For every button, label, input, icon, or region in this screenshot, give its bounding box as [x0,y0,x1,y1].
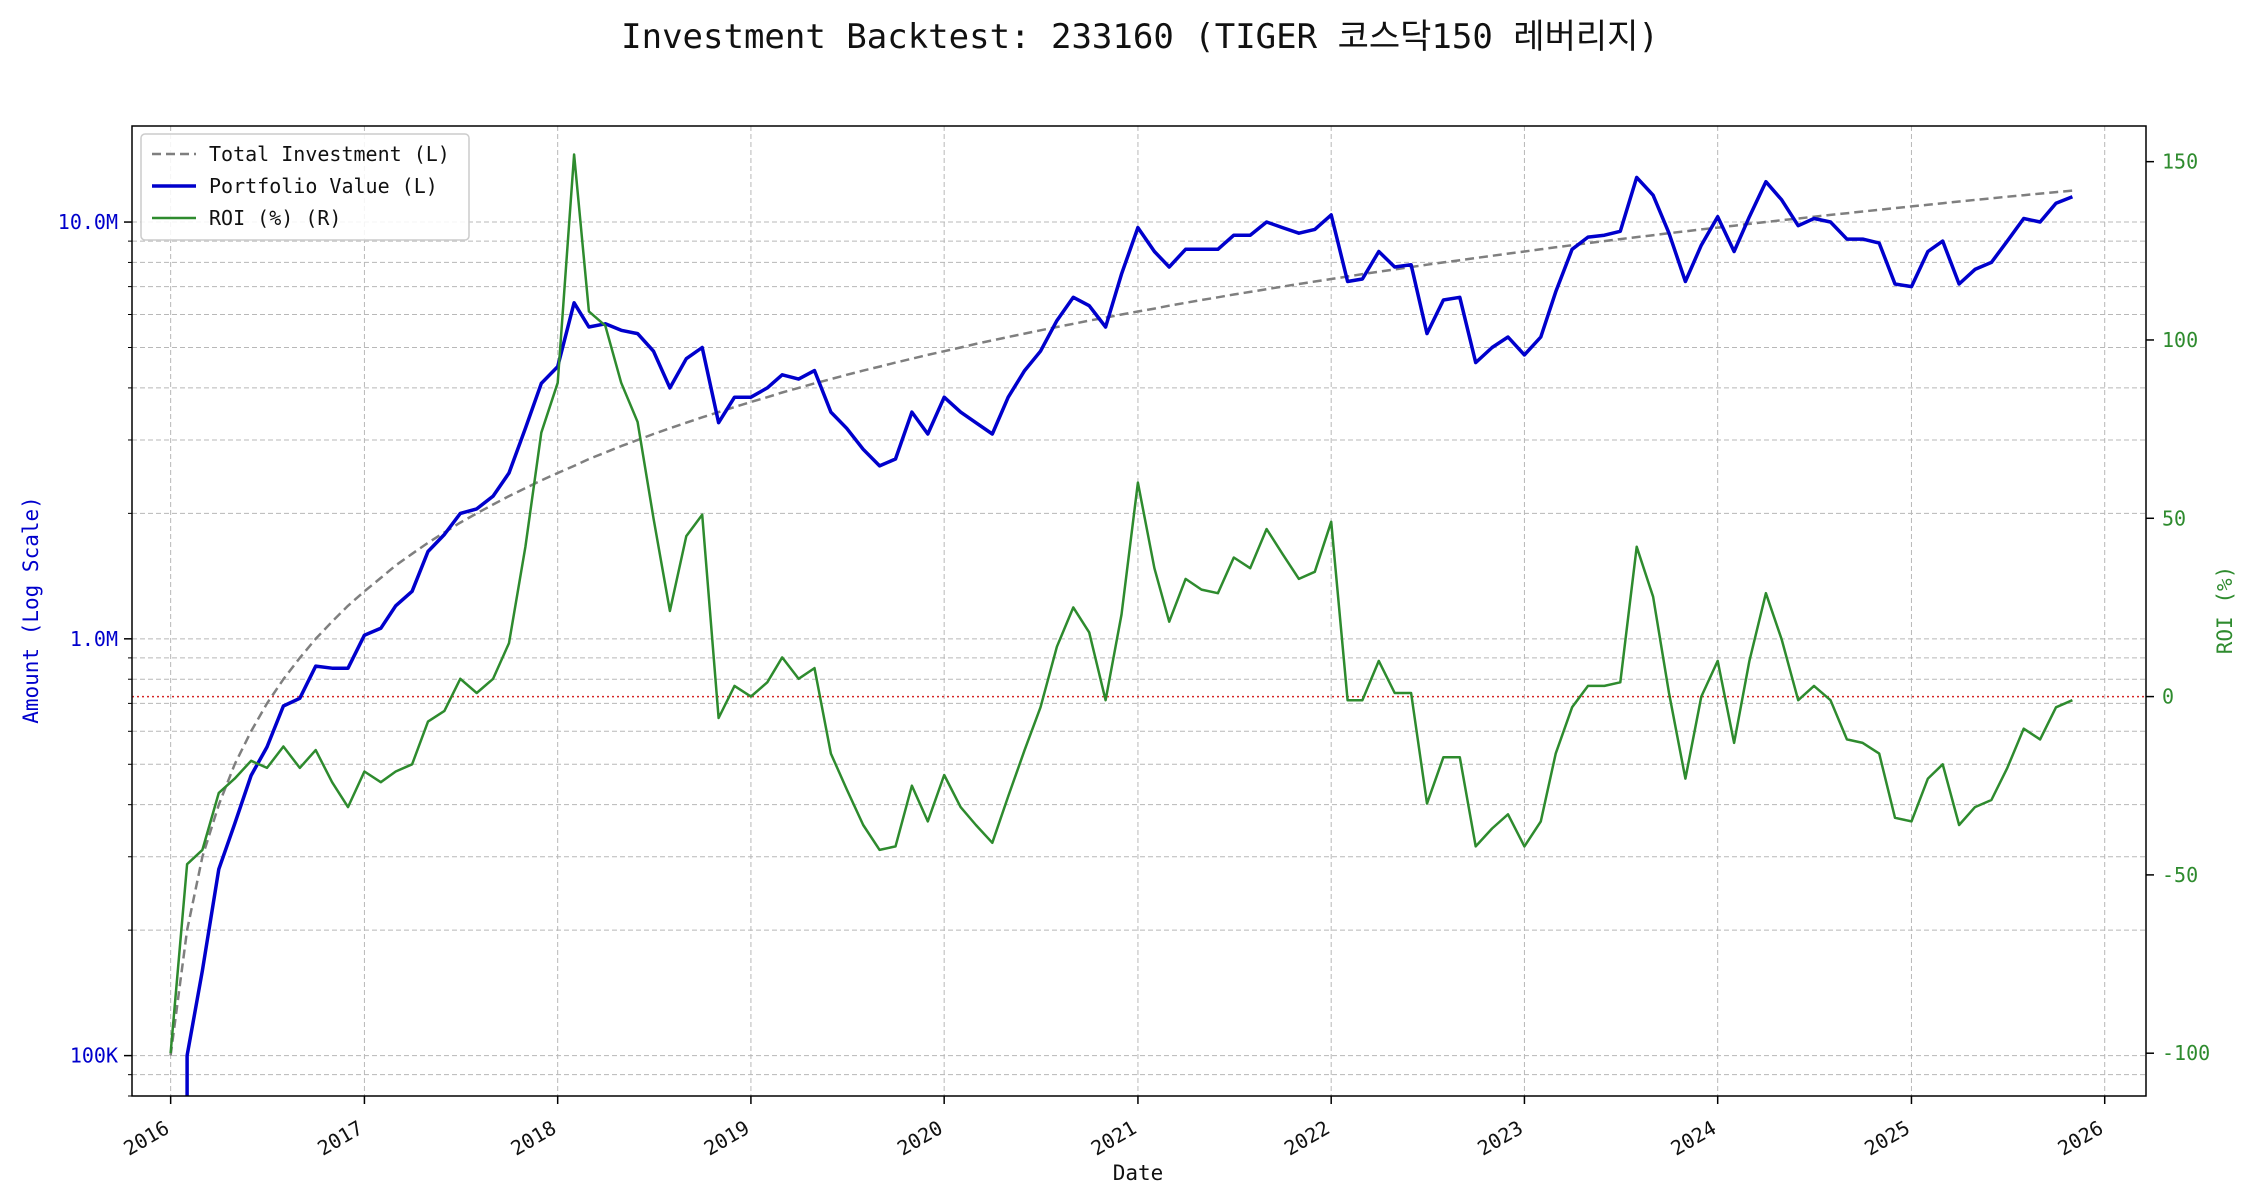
x-tick-label: 2017 [313,1116,367,1161]
legend: Total Investment (L) Portfolio Value (L)… [140,133,470,241]
legend-label-investment: Total Investment (L) [209,142,450,166]
x-tick-label: 2022 [1280,1116,1334,1161]
y-left-tick-label: 10.0M [58,210,118,234]
y-right-tick-label: 0 [2162,685,2174,709]
y-axis-right-label: ROI (%) [2213,566,2237,655]
x-tick-label: 2026 [2053,1116,2107,1161]
portfolio-value-line [185,175,2074,1096]
y-right-tick-label: -100 [2162,1041,2210,1065]
x-tick-label: 2023 [1473,1116,1527,1161]
x-axis-label: Date [1113,1161,1164,1185]
plot-frame [131,125,2147,1097]
chart-title: Investment Backtest: 233160 (TIGER 코스닥15… [621,17,1659,57]
x-tick-label: 2016 [119,1116,173,1161]
y-right-tick-label: -50 [2162,863,2198,887]
legend-label-roi: ROI (%) (R) [209,206,341,230]
series-layer [169,153,2074,1096]
grid-layer [132,126,2146,1097]
total-investment-line [169,189,2073,1056]
y-left-tick-label: 100K [70,1044,118,1068]
x-tick-label: 2019 [700,1116,754,1161]
y-right-tick-label: 150 [2162,150,2198,174]
x-tick-label: 2018 [506,1116,560,1161]
x-tick-label: 2021 [1087,1116,1141,1161]
y-right-tick-label: 100 [2162,328,2198,352]
y-right-tick-label: 50 [2162,506,2186,530]
x-tick-label: 2024 [1666,1116,1720,1161]
y-axis-left-label: Amount (Log Scale) [19,496,43,724]
roi-line [169,153,2073,1054]
legend-label-portfolio: Portfolio Value (L) [209,174,438,198]
legend-box [140,133,470,241]
x-tick-label: 2025 [1860,1116,1914,1161]
y-left-tick-label: 1.0M [70,627,118,651]
axis-layer: 2016 2017 2018 2019 2020 2021 2022 2023 2024 2025… [58,125,2210,1161]
x-tick-label: 2020 [893,1116,947,1161]
